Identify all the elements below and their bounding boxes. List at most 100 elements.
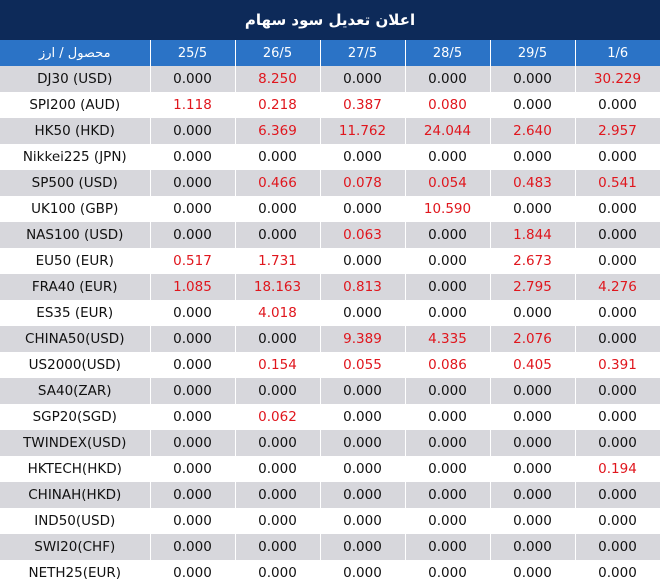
value-cell: 0.000 xyxy=(320,404,406,430)
value-cell: 0.000 xyxy=(150,170,236,196)
value-cell: 0.000 xyxy=(150,560,236,586)
symbol-cell: IND50(USD) xyxy=(0,508,151,534)
symbol-cell: SPI200 (AUD) xyxy=(0,92,151,118)
value-cell: 0.000 xyxy=(320,196,406,222)
table-row: NAS100 (USD) 0.000 0.000 0.063 0.000 1.844 0.0… xyxy=(0,222,660,248)
value-cell: 0.000 xyxy=(235,378,321,404)
value-cell: 0.000 xyxy=(405,274,491,300)
value-cell: 1.731 xyxy=(235,248,321,274)
symbol-cell: EU50 (EUR) xyxy=(0,248,151,274)
value-cell: 0.000 xyxy=(150,66,236,92)
symbol-cell: SP500 (USD) xyxy=(0,170,151,196)
value-cell: 2.957 xyxy=(575,118,660,144)
value-cell: 0.000 xyxy=(150,326,236,352)
symbol-cell: Nikkei225 (JPN) xyxy=(0,144,151,170)
symbol-cell: FRA40 (EUR) xyxy=(0,274,151,300)
value-cell: 0.000 xyxy=(575,404,660,430)
value-cell: 0.000 xyxy=(405,66,491,92)
value-cell: 0.483 xyxy=(490,170,576,196)
value-cell: 0.194 xyxy=(575,456,660,482)
table-row: Nikkei225 (JPN) 0.000 0.000 0.000 0.000 0.000… xyxy=(0,144,660,170)
value-cell: 0.000 xyxy=(490,456,576,482)
symbol-cell: HK50 (HKD) xyxy=(0,118,151,144)
value-cell: 0.000 xyxy=(150,222,236,248)
value-cell: 0.000 xyxy=(150,456,236,482)
value-cell: 0.063 xyxy=(320,222,406,248)
value-cell: 0.000 xyxy=(405,248,491,274)
table-row: US2000(USD) 0.000 0.154 0.055 0.086 0.405 0.39… xyxy=(0,352,660,378)
symbol-cell: US2000(USD) xyxy=(0,352,151,378)
value-cell: 0.000 xyxy=(320,534,406,560)
value-cell: 0.000 xyxy=(405,144,491,170)
header-product-currency-label: محصول / ارز xyxy=(38,45,111,61)
value-cell: 0.000 xyxy=(150,430,236,456)
value-cell: 0.000 xyxy=(405,482,491,508)
value-cell: 0.000 xyxy=(490,534,576,560)
value-cell: 0.000 xyxy=(320,482,406,508)
value-cell: 0.000 xyxy=(490,560,576,586)
table-row: ES35 (EUR) 0.000 4.018 0.000 0.000 0.000 0.000 xyxy=(0,300,660,326)
value-cell: 0.000 xyxy=(405,222,491,248)
table-row: TWINDEX(USD) 0.000 0.000 0.000 0.000 0.000 0.0… xyxy=(0,430,660,456)
value-cell: 10.590 xyxy=(405,196,491,222)
header-date: 27/5 xyxy=(320,40,406,66)
value-cell: 0.000 xyxy=(235,508,321,534)
value-cell: 0.000 xyxy=(405,404,491,430)
value-cell: 0.000 xyxy=(235,560,321,586)
value-cell: 4.276 xyxy=(575,274,660,300)
value-cell: 0.000 xyxy=(490,430,576,456)
value-cell: 6.369 xyxy=(235,118,321,144)
symbol-cell: ES35 (EUR) xyxy=(0,300,151,326)
table-row: IND50(USD) 0.000 0.000 0.000 0.000 0.000 0.000 xyxy=(0,508,660,534)
value-cell: 0.000 xyxy=(575,92,660,118)
value-cell: 0.813 xyxy=(320,274,406,300)
value-cell: 18.163 xyxy=(235,274,321,300)
table-body: DJ30 (USD) 0.000 8.250 0.000 0.000 0.000 30.22… xyxy=(0,66,660,586)
header-row: محصول / ارز 25/5 26/5 27/5 28/5 29/5 1/6 xyxy=(0,40,660,66)
header-date: 28/5 xyxy=(405,40,491,66)
value-cell: 0.000 xyxy=(405,300,491,326)
table-row: SPI200 (AUD) 1.118 0.218 0.387 0.080 0.000 0.0… xyxy=(0,92,660,118)
value-cell: 0.000 xyxy=(575,326,660,352)
table-row: HKTECH(HKD) 0.000 0.000 0.000 0.000 0.000 0.19… xyxy=(0,456,660,482)
table-row: FRA40 (EUR) 1.085 18.163 0.813 0.000 2.795 4.2… xyxy=(0,274,660,300)
value-cell: 0.000 xyxy=(150,378,236,404)
table-header: محصول / ارز 25/5 26/5 27/5 28/5 29/5 1/6 xyxy=(0,40,660,66)
symbol-cell: CHINA50(USD) xyxy=(0,326,151,352)
value-cell: 0.000 xyxy=(575,248,660,274)
value-cell: 0.000 xyxy=(235,196,321,222)
value-cell: 2.076 xyxy=(490,326,576,352)
value-cell: 0.000 xyxy=(150,300,236,326)
value-cell: 0.054 xyxy=(405,170,491,196)
value-cell: 0.000 xyxy=(235,326,321,352)
value-cell: 4.018 xyxy=(235,300,321,326)
value-cell: 0.000 xyxy=(490,508,576,534)
table-row: SGP20(SGD) 0.000 0.062 0.000 0.000 0.000 0.000 xyxy=(0,404,660,430)
symbol-cell: UK100 (GBP) xyxy=(0,196,151,222)
symbol-cell: NETH25(EUR) xyxy=(0,560,151,586)
page-title: اعلان تعديل سود سهام xyxy=(0,0,660,40)
table-row: EU50 (EUR) 0.517 1.731 0.000 0.000 2.673 0.000 xyxy=(0,248,660,274)
value-cell: 0.000 xyxy=(320,66,406,92)
value-cell: 0.000 xyxy=(235,482,321,508)
value-cell: 0.000 xyxy=(405,378,491,404)
value-cell: 0.000 xyxy=(150,196,236,222)
table-row: DJ30 (USD) 0.000 8.250 0.000 0.000 0.000 30.22… xyxy=(0,66,660,92)
value-cell: 0.000 xyxy=(235,222,321,248)
value-cell: 0.000 xyxy=(150,118,236,144)
value-cell: 1.118 xyxy=(150,92,236,118)
value-cell: 0.000 xyxy=(575,222,660,248)
value-cell: 0.000 xyxy=(150,352,236,378)
value-cell: 0.000 xyxy=(235,456,321,482)
table-row: SP500 (USD) 0.000 0.466 0.078 0.054 0.483 0.54… xyxy=(0,170,660,196)
value-cell: 0.000 xyxy=(575,144,660,170)
table-row: SWI20(CHF) 0.000 0.000 0.000 0.000 0.000 0.000 xyxy=(0,534,660,560)
value-cell: 0.080 xyxy=(405,92,491,118)
value-cell: 0.000 xyxy=(405,430,491,456)
value-cell: 0.000 xyxy=(575,560,660,586)
value-cell: 0.000 xyxy=(575,534,660,560)
value-cell: 30.229 xyxy=(575,66,660,92)
table-row: HK50 (HKD) 0.000 6.369 11.762 24.044 2.640 2.9… xyxy=(0,118,660,144)
value-cell: 0.000 xyxy=(405,534,491,560)
